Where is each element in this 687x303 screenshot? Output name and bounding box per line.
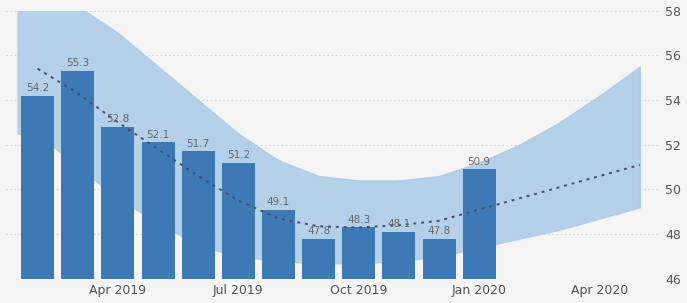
Text: 51.2: 51.2 (227, 150, 250, 160)
Text: 51.7: 51.7 (187, 139, 210, 149)
Bar (302, 239, 335, 279)
Bar (182, 152, 215, 279)
Bar (102, 127, 135, 279)
Text: 48.1: 48.1 (387, 219, 411, 229)
Text: 47.8: 47.8 (427, 226, 451, 236)
Text: 47.8: 47.8 (307, 226, 330, 236)
Bar (423, 239, 455, 279)
Bar (61, 71, 94, 279)
Bar (463, 169, 496, 279)
Text: 50.9: 50.9 (468, 157, 491, 167)
Bar (142, 142, 174, 279)
Bar (383, 232, 416, 279)
Bar (342, 228, 375, 279)
Bar (262, 210, 295, 279)
Text: 49.1: 49.1 (267, 197, 290, 207)
Text: 52.1: 52.1 (146, 130, 170, 140)
Text: 48.3: 48.3 (347, 215, 370, 225)
Bar (21, 95, 54, 279)
Bar (222, 163, 255, 279)
Text: 54.2: 54.2 (26, 83, 49, 93)
Text: 55.3: 55.3 (66, 58, 89, 68)
Text: 52.8: 52.8 (106, 114, 130, 124)
